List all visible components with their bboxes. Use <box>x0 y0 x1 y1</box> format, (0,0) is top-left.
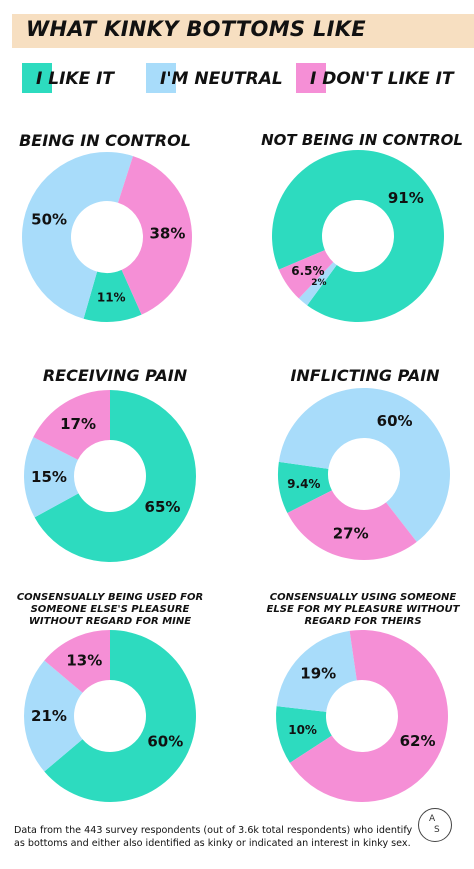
data-label-dislike: 6.5% <box>291 264 324 278</box>
data-label-dislike: 62% <box>400 732 436 750</box>
slice-neutral <box>23 437 79 518</box>
legend-label-like: I LIKE IT <box>36 69 115 89</box>
data-label-like: 60% <box>147 733 183 751</box>
data-label-neutral: 50% <box>31 210 67 228</box>
slice-dislike <box>33 390 110 460</box>
chart-title-using-someone: CONSENSUALLY USING SOMEONE ELSE FOR MY P… <box>266 592 460 627</box>
logo-letter-bottom: S <box>434 825 440 835</box>
data-label-dislike: 17% <box>60 415 96 433</box>
chart-title-receiving-pain: RECEIVING PAIN <box>42 366 188 385</box>
slice-dislike <box>289 630 448 802</box>
slice-dislike <box>287 490 417 560</box>
title-banner <box>12 14 474 48</box>
donut-receiving-pain: 65% 15% 17% <box>23 390 197 562</box>
slice-like <box>272 150 444 322</box>
data-label-neutral: 2% <box>311 278 326 288</box>
data-label-neutral: 19% <box>300 665 336 683</box>
slice-dislike <box>278 250 334 299</box>
data-label-dislike: 27% <box>333 525 369 543</box>
data-label-neutral: 21% <box>31 707 67 725</box>
slice-dislike <box>118 156 192 315</box>
page-title: WHAT KINKY BOTTOMS LIKE <box>26 17 366 41</box>
legend-label-dislike: I DON'T LIKE IT <box>310 69 454 89</box>
logo-letter-top: A <box>429 814 436 824</box>
data-label-like: 9.4% <box>287 477 320 491</box>
slice-like <box>44 630 196 802</box>
slice-like <box>83 269 142 322</box>
data-label-dislike: 13% <box>66 652 102 670</box>
data-label-like: 65% <box>145 498 181 516</box>
logo-icon: A S <box>418 808 452 842</box>
slice-like <box>34 390 197 562</box>
legend-swatch-neutral <box>146 63 176 93</box>
slice-neutral <box>23 660 83 772</box>
chart-title-inflicting-pain: INFLICTING PAIN <box>290 366 440 385</box>
donut-inflicting-pain: 9.4% 60% 27% <box>278 388 450 560</box>
footer-note: Data from the 443 survey respondents (ou… <box>14 825 413 849</box>
chart-title-not-being-in-control: NOT BEING IN CONTROL <box>261 131 463 149</box>
slice-like <box>278 461 332 514</box>
data-label-like: 10% <box>288 723 317 737</box>
data-label-like: 91% <box>388 189 424 207</box>
slice-neutral <box>22 152 134 319</box>
slice-like <box>276 706 332 763</box>
legend-swatch-dislike <box>296 63 326 93</box>
slice-neutral <box>278 388 450 542</box>
donut-being-used: 60% 21% 13% <box>23 630 196 802</box>
data-label-dislike: 38% <box>149 225 185 243</box>
slice-neutral <box>276 630 357 712</box>
donut-not-being-in-control: 91% 2%6.5% <box>272 150 444 322</box>
data-label-neutral: 15% <box>31 468 67 486</box>
donut-using-someone: 10% 19% 62% <box>276 630 448 802</box>
data-label-neutral: 60% <box>377 412 413 430</box>
legend-swatch-like <box>22 63 52 93</box>
slice-dislike <box>44 630 110 693</box>
legend-label-neutral: I'M NEUTRAL <box>160 69 283 89</box>
chart-title-being-in-control: BEING IN CONTROL <box>19 131 191 150</box>
chart-title-being-used: CONSENSUALLY BEING USED FOR SOMEONE ELSE… <box>16 592 204 627</box>
donut-being-in-control: 11% 50% 38% <box>22 152 192 322</box>
data-label-like: 11% <box>97 290 126 304</box>
slice-neutral <box>298 262 337 306</box>
